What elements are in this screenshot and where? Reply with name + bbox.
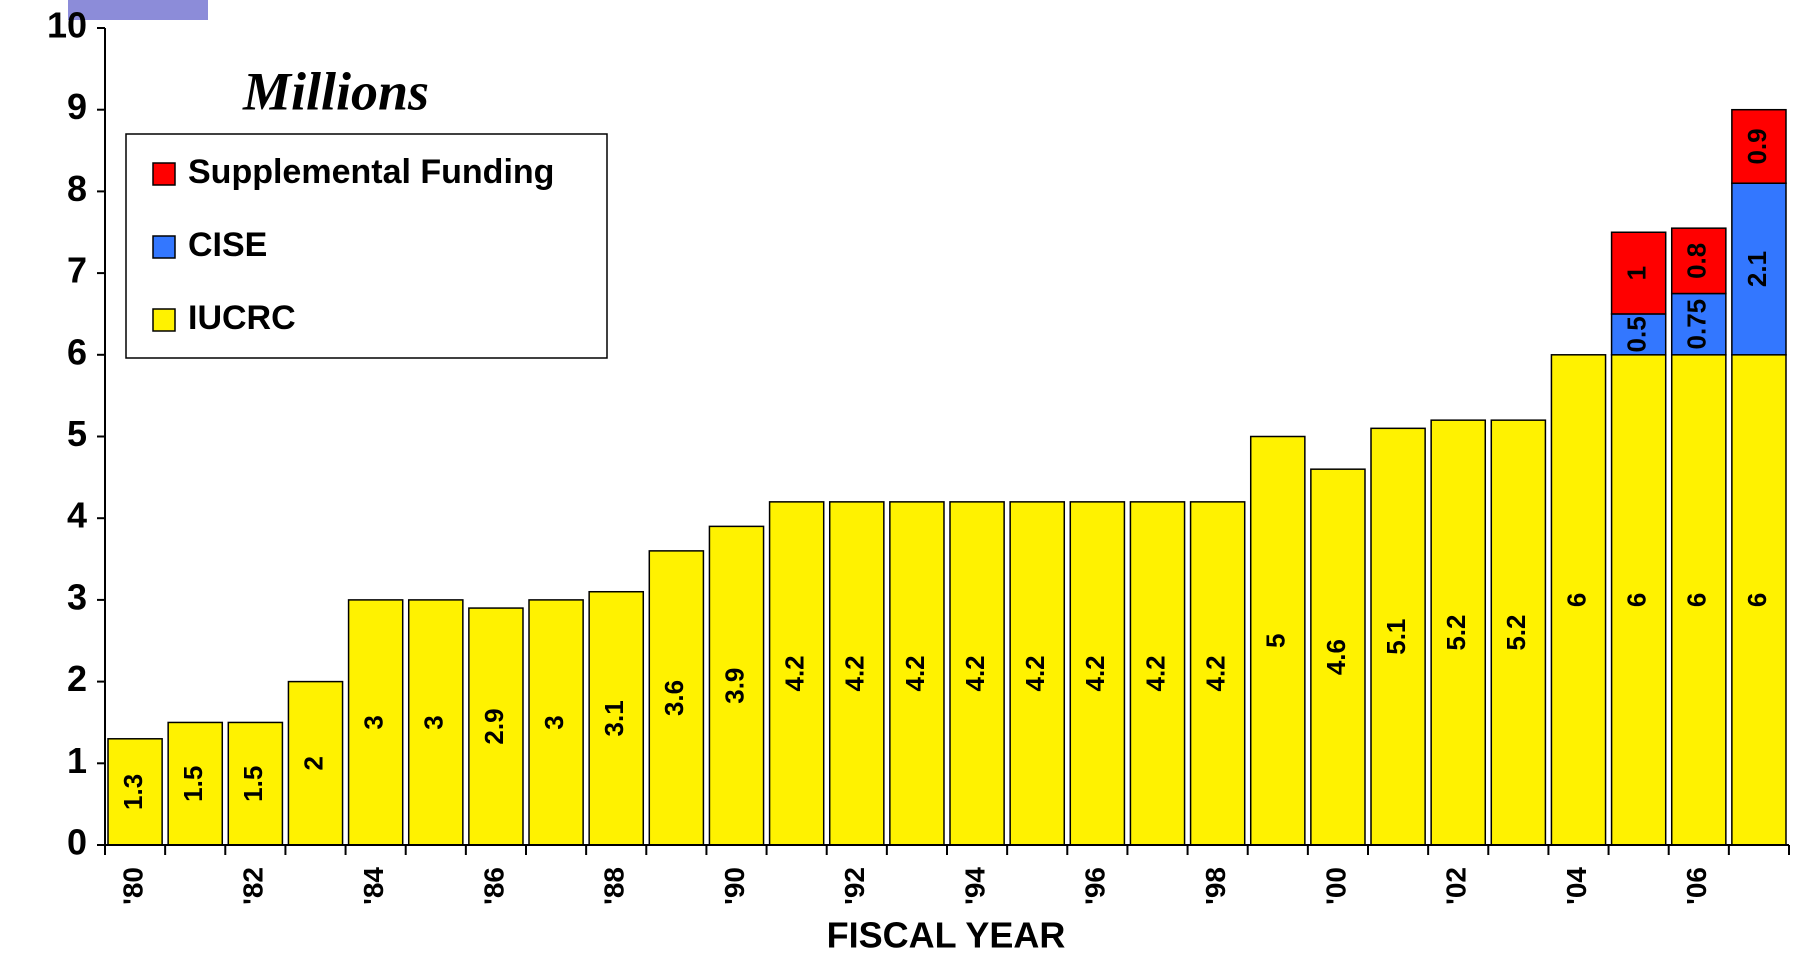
x-tick-label: '80 <box>117 867 148 905</box>
bar-segment <box>828 501 885 846</box>
data-label: 5.1 <box>1381 619 1411 655</box>
legend-swatch <box>152 308 176 332</box>
data-label: 6 <box>1682 593 1712 607</box>
bar-segment <box>287 680 344 846</box>
x-tick-label: '98 <box>1200 867 1231 905</box>
data-label: 4.2 <box>960 655 990 691</box>
x-tick-label: '86 <box>478 867 509 905</box>
y-tick-label: 0 <box>67 822 87 863</box>
data-label: 2.9 <box>479 708 509 744</box>
x-tick-label: '94 <box>959 867 990 905</box>
bar-segment <box>1189 501 1246 846</box>
y-tick-label: 2 <box>67 658 87 699</box>
y-tick-label: 5 <box>67 413 87 454</box>
legend-label: CISE <box>188 226 267 264</box>
y-tick-label: 7 <box>67 250 87 291</box>
bar-segment <box>588 590 645 846</box>
bar-segment <box>949 501 1005 846</box>
bar-segment <box>768 501 825 846</box>
data-label: 3.9 <box>719 668 749 704</box>
decoration <box>68 0 208 20</box>
data-label: 1.5 <box>238 766 268 802</box>
data-label: 5 <box>1261 634 1291 648</box>
data-label: 0.5 <box>1622 316 1652 352</box>
x-tick-label: '84 <box>358 867 389 905</box>
data-label: 3 <box>539 715 569 729</box>
y-tick-label: 3 <box>67 576 87 617</box>
bar-segment <box>648 550 705 846</box>
y-tick-label: 8 <box>67 168 87 209</box>
bar-segment <box>1249 435 1306 846</box>
data-label: 6 <box>1561 593 1591 607</box>
data-label: 4.2 <box>900 655 930 691</box>
bar-segment <box>1731 182 1787 356</box>
y-tick-label: 1 <box>67 740 87 781</box>
legend-box <box>125 133 608 359</box>
bar-segment <box>889 501 945 846</box>
legend-swatch <box>152 235 176 259</box>
data-label: 2 <box>298 756 328 770</box>
data-label: 6 <box>1742 593 1772 607</box>
bar-segment <box>1550 354 1607 846</box>
data-label: 5.2 <box>1501 615 1531 651</box>
y-tick-label: 6 <box>67 331 87 372</box>
data-label: 3 <box>419 715 449 729</box>
data-label: 1.5 <box>178 766 208 802</box>
x-tick-label: '02 <box>1441 867 1472 905</box>
y-tick-label: 10 <box>47 5 87 46</box>
chart-title: Millions <box>242 61 429 121</box>
x-tick-label: '04 <box>1561 867 1592 905</box>
data-label: 4.2 <box>1140 655 1170 691</box>
bar-segment <box>1670 354 1727 846</box>
data-label: 4.2 <box>1020 655 1050 691</box>
x-tick-label: '00 <box>1320 867 1351 905</box>
bar-segment <box>1731 108 1787 184</box>
bar-segment <box>107 738 163 846</box>
data-label: 5.2 <box>1441 615 1471 651</box>
bar-segment <box>1610 231 1667 315</box>
bar-segment <box>1310 468 1366 846</box>
x-tick-label: '90 <box>719 867 750 905</box>
x-tick-label: '82 <box>238 867 269 905</box>
bar-segment <box>407 599 464 846</box>
bar-segment <box>708 525 765 846</box>
data-label: 4.2 <box>840 655 870 691</box>
bar-segment <box>1009 501 1066 846</box>
bar-segment <box>528 599 584 846</box>
x-tick-label: '96 <box>1080 867 1111 905</box>
legend-label: IUCRC <box>188 299 296 337</box>
y-tick-label: 9 <box>67 86 87 127</box>
bar-segment <box>167 721 224 846</box>
data-label: 6 <box>1622 593 1652 607</box>
data-label: 1.3 <box>118 774 148 810</box>
bar-segment <box>468 607 524 846</box>
data-label: 3 <box>359 715 389 729</box>
data-label: 0.9 <box>1742 128 1772 164</box>
data-label: 2.1 <box>1742 251 1772 287</box>
data-label: 0.8 <box>1682 243 1712 279</box>
data-label: 3.1 <box>599 700 629 736</box>
legend-swatch <box>152 162 176 186</box>
bar-segment <box>1129 501 1186 846</box>
x-tick-label: '06 <box>1681 867 1712 905</box>
data-label: 4.2 <box>780 655 810 691</box>
x-tick-label: '92 <box>839 867 870 905</box>
x-tick-label: '88 <box>599 867 630 905</box>
x-axis-label: FISCAL YEAR <box>827 915 1066 956</box>
bar-segment <box>227 721 284 846</box>
data-label: 4.6 <box>1321 639 1351 675</box>
bar-segment <box>1670 227 1727 295</box>
bar-segment <box>1731 354 1787 846</box>
data-label: 0.75 <box>1682 299 1712 350</box>
data-label: 3.6 <box>659 680 689 716</box>
data-label: 4.2 <box>1080 655 1110 691</box>
data-label: 1 <box>1622 266 1652 280</box>
data-label: 4.2 <box>1201 655 1231 691</box>
bar-segment <box>1670 292 1727 356</box>
bar-segment <box>1370 427 1426 846</box>
legend-label: Supplemental Funding <box>188 153 554 191</box>
y-tick-label: 4 <box>67 495 87 536</box>
